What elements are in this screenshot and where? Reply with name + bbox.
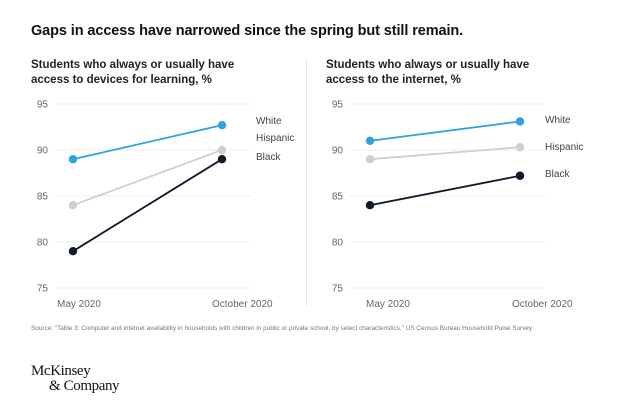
y-tick-label: 90: [332, 146, 344, 157]
x-tick-label: May 2020: [57, 299, 101, 310]
right-chart-subtitle: Students who always or usually have acce…: [326, 59, 530, 86]
data-point-black: [217, 155, 227, 164]
x-tick-label: October 2020: [512, 299, 573, 310]
series-line-black: [369, 174, 521, 207]
data-point-white: [515, 117, 525, 126]
legend-label-white: White: [256, 116, 282, 127]
data-point-white: [68, 155, 78, 164]
y-tick-label: 95: [332, 100, 344, 111]
data-point-white: [217, 120, 227, 130]
series-line-hispanic: [369, 146, 521, 161]
charts-canvas: 75 80 85 90 95 May 2020 October 2020 White Hispa…: [37, 100, 583, 311]
x-tick-label: May 2020: [366, 299, 410, 310]
y-tick-label: 80: [332, 238, 344, 249]
data-point-hispanic: [217, 145, 227, 155]
left-chart-subtitle: Students who always or usually have acce…: [31, 59, 235, 86]
data-point-black: [515, 171, 525, 180]
logo-line-1: McKinsey: [31, 363, 91, 379]
source-note: Source: "Table 3: Computer and internet …: [31, 325, 533, 332]
series-line-black: [72, 158, 223, 252]
series-line-hispanic: [72, 149, 223, 207]
y-tick-label: 85: [332, 192, 344, 203]
data-point-hispanic: [68, 201, 78, 210]
mckinsey-logo: McKinsey & Company: [31, 363, 120, 394]
legend-label-black: Black: [256, 152, 281, 163]
logo-line-2: & Company: [49, 378, 120, 394]
data-point-white: [365, 136, 375, 145]
x-tick-label: October 2020: [212, 299, 273, 310]
legend-label-hispanic: Hispanic: [256, 133, 294, 144]
data-point-hispanic: [515, 143, 525, 152]
y-tick-label: 75: [37, 284, 49, 295]
data-point-hispanic: [365, 155, 375, 164]
legend-label-white: White: [545, 115, 571, 126]
data-point-black: [68, 247, 78, 256]
series-line-white: [369, 120, 521, 142]
y-tick-label: 75: [332, 284, 344, 295]
chart-title: Gaps in access have narrowed since the s…: [31, 23, 464, 39]
y-tick-label: 85: [37, 192, 49, 203]
legend-label-black: Black: [545, 169, 570, 180]
legend-label-hispanic: Hispanic: [545, 142, 583, 153]
y-tick-label: 90: [37, 146, 49, 157]
panel-divider: [306, 58, 307, 306]
data-point-black: [365, 201, 375, 210]
y-tick-label: 95: [37, 100, 49, 111]
series-line-white: [72, 124, 223, 161]
y-tick-label: 80: [37, 238, 49, 249]
